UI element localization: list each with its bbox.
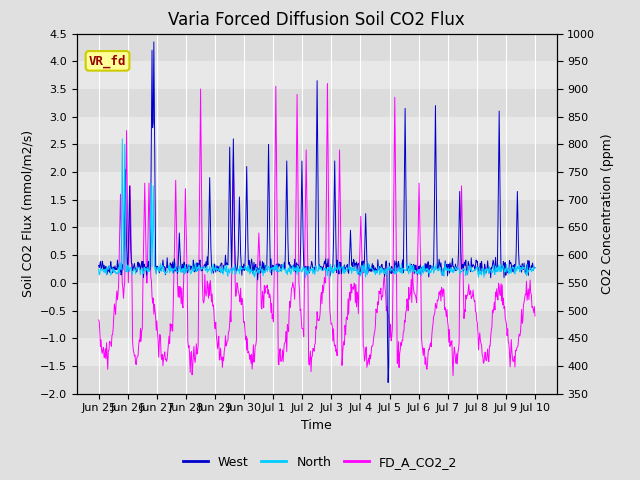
North bbox=[371, 269, 378, 275]
FD_A_CO2_2 bbox=[192, 354, 200, 360]
North bbox=[148, 264, 156, 269]
FD_A_CO2_2 bbox=[215, 333, 223, 339]
Bar bbox=[77, 61, 557, 89]
West bbox=[148, 125, 156, 131]
West bbox=[383, 258, 390, 264]
North bbox=[326, 275, 333, 281]
FD_A_CO2_2 bbox=[370, 336, 378, 342]
Y-axis label: CO2 Concentration (ppm): CO2 Concentration (ppm) bbox=[601, 133, 614, 294]
Y-axis label: Soil CO2 Flux (mmol/m2/s): Soil CO2 Flux (mmol/m2/s) bbox=[21, 130, 35, 297]
West bbox=[102, 272, 110, 277]
Bar bbox=[77, 117, 557, 144]
North bbox=[383, 266, 391, 272]
West bbox=[150, 39, 157, 45]
FD_A_CO2_2 bbox=[95, 317, 102, 323]
Bar bbox=[77, 228, 557, 255]
Bar bbox=[77, 366, 557, 394]
West bbox=[216, 269, 223, 275]
West bbox=[95, 263, 102, 268]
Bar bbox=[77, 144, 557, 172]
North bbox=[193, 269, 200, 275]
FD_A_CO2_2 bbox=[324, 81, 332, 86]
Legend: West, North, FD_A_CO2_2: West, North, FD_A_CO2_2 bbox=[178, 451, 462, 474]
FD_A_CO2_2 bbox=[531, 313, 539, 319]
North bbox=[531, 265, 539, 271]
FD_A_CO2_2 bbox=[148, 278, 156, 284]
Bar bbox=[77, 34, 557, 61]
Line: North: North bbox=[99, 139, 535, 278]
Text: VR_fd: VR_fd bbox=[89, 54, 126, 68]
FD_A_CO2_2 bbox=[102, 340, 110, 346]
FD_A_CO2_2 bbox=[383, 308, 390, 314]
Line: West: West bbox=[99, 42, 535, 383]
North bbox=[102, 272, 110, 278]
North bbox=[216, 267, 223, 273]
North bbox=[118, 136, 126, 142]
Bar bbox=[77, 311, 557, 338]
West bbox=[193, 262, 200, 267]
Title: Varia Forced Diffusion Soil CO2 Flux: Varia Forced Diffusion Soil CO2 Flux bbox=[168, 11, 465, 29]
Bar bbox=[77, 172, 557, 200]
Bar bbox=[77, 255, 557, 283]
North bbox=[95, 266, 102, 272]
Bar bbox=[77, 338, 557, 366]
Bar bbox=[77, 89, 557, 117]
Line: FD_A_CO2_2: FD_A_CO2_2 bbox=[99, 84, 535, 376]
West bbox=[384, 380, 392, 385]
FD_A_CO2_2 bbox=[449, 373, 457, 379]
West bbox=[370, 263, 378, 268]
Bar bbox=[77, 200, 557, 228]
Bar bbox=[77, 283, 557, 311]
X-axis label: Time: Time bbox=[301, 419, 332, 432]
West bbox=[531, 264, 539, 270]
